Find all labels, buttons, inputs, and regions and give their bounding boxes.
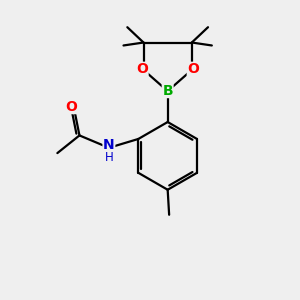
Text: O: O: [187, 62, 199, 76]
Text: O: O: [136, 62, 148, 76]
Text: B: B: [162, 83, 173, 98]
Text: O: O: [65, 100, 77, 114]
Text: H: H: [104, 151, 113, 164]
Text: N: N: [103, 138, 115, 152]
